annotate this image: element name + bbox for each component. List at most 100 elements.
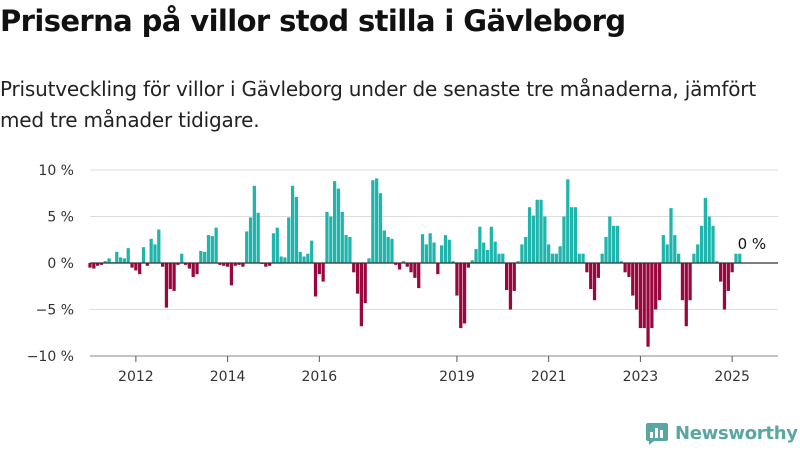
bar — [283, 257, 287, 263]
bar — [638, 263, 643, 329]
bar — [642, 263, 646, 329]
bar — [493, 241, 497, 263]
bar — [298, 251, 302, 263]
bar — [145, 263, 149, 266]
bar — [378, 193, 383, 263]
bar — [222, 263, 226, 266]
newsworthy-logo: Newsworthy — [645, 419, 798, 447]
bar — [348, 236, 352, 263]
x-axis-ticks — [135, 356, 733, 362]
bar — [719, 263, 723, 282]
bar — [634, 263, 639, 310]
bar — [612, 225, 616, 263]
x-axis-tick-labels: 2012 2014 2016 2019 2021 2023 2025 — [118, 369, 750, 385]
bar — [715, 261, 719, 263]
bar — [164, 263, 169, 308]
bar — [294, 196, 299, 263]
chart-title: Priserna på villor stod stilla i Gävlebo… — [0, 4, 626, 38]
bar — [172, 263, 176, 291]
bar — [478, 226, 482, 263]
annotations: 0 % — [738, 235, 767, 253]
bar — [550, 253, 555, 263]
bar — [428, 233, 432, 263]
bar — [424, 244, 428, 263]
bar — [619, 261, 623, 263]
bar — [195, 263, 199, 275]
bar — [684, 263, 688, 327]
bar — [233, 263, 237, 266]
bar — [482, 242, 486, 263]
bar — [569, 207, 574, 263]
bar — [730, 263, 734, 273]
bar-chart: 10 % 5 % 0 % −5 % −10 % 2012 2014 2016 2019 2021… — [27, 163, 778, 385]
newsworthy-chart-logo-icon — [646, 423, 668, 445]
bar — [623, 263, 627, 273]
chart-subtitle: Prisutveckling för villor i Gävleborg un… — [0, 77, 756, 132]
bar — [413, 263, 417, 278]
bar — [547, 244, 551, 263]
x-tick-label: 2016 — [302, 369, 338, 385]
bar — [543, 216, 547, 263]
bar — [585, 263, 589, 273]
bar — [699, 225, 704, 263]
bar — [703, 197, 707, 263]
bar — [336, 188, 341, 263]
bar — [505, 263, 509, 290]
bar — [501, 253, 505, 263]
bar — [512, 263, 516, 291]
bar — [527, 207, 532, 263]
bar — [394, 263, 398, 265]
bar — [317, 263, 321, 275]
bar — [279, 256, 283, 263]
bar — [375, 178, 379, 263]
brand-name: Newsworthy — [675, 422, 798, 444]
bar — [352, 263, 356, 273]
bar — [489, 226, 493, 263]
bar — [432, 242, 436, 263]
bar — [451, 261, 455, 263]
bar — [401, 261, 406, 263]
bar — [577, 253, 581, 263]
bar — [726, 263, 730, 291]
bar — [138, 263, 142, 275]
bar — [290, 185, 295, 263]
bar — [673, 235, 677, 263]
bar — [321, 263, 325, 282]
bar — [176, 263, 180, 265]
bar — [229, 263, 234, 286]
bar — [459, 263, 463, 329]
bar — [268, 263, 272, 266]
y-axis-tick-labels: 10 % 5 % 0 % −5 % −10 % — [27, 163, 74, 365]
x-tick-label: 2023 — [623, 369, 659, 385]
bar — [707, 216, 711, 263]
bar — [665, 244, 669, 263]
bar — [654, 263, 658, 310]
bar — [485, 249, 490, 263]
bar — [631, 263, 635, 296]
bar — [443, 235, 448, 263]
bar — [688, 263, 692, 301]
y-tick-label: 5 % — [47, 210, 74, 226]
bar — [218, 263, 222, 265]
y-tick-label: −10 % — [27, 349, 74, 365]
bar — [627, 263, 631, 277]
bar — [371, 180, 375, 263]
bar — [275, 227, 279, 263]
bar — [92, 263, 96, 269]
bar — [592, 263, 597, 301]
bar — [157, 229, 161, 263]
x-tick-label: 2019 — [439, 369, 475, 385]
bar — [562, 216, 566, 263]
bar — [115, 251, 119, 263]
bar — [462, 263, 467, 324]
bar — [355, 263, 360, 294]
bar — [252, 185, 256, 263]
last-value-label: 0 % — [738, 235, 767, 253]
bar — [180, 253, 184, 263]
bar — [455, 263, 459, 296]
bar — [417, 263, 421, 289]
bar — [363, 263, 367, 303]
x-tick-label: 2025 — [714, 369, 750, 385]
bar — [199, 250, 203, 263]
bar — [604, 236, 608, 263]
